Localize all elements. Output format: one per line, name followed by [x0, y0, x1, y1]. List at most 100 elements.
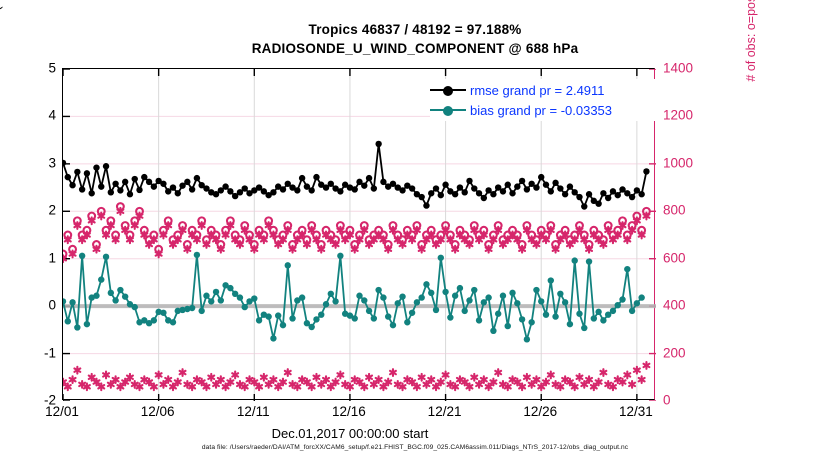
obs-marker-assimilated: [465, 240, 474, 249]
rmse-point: [169, 184, 177, 191]
bias-point: [198, 307, 205, 315]
bias-point: [64, 318, 71, 325]
obs-marker-assimilated: [216, 244, 225, 254]
obs-marker-assimilated: [465, 382, 474, 392]
obs-marker-assimilated: [427, 375, 436, 385]
bias-point: [461, 307, 468, 315]
legend-line-bias: [430, 106, 466, 116]
obs-marker-assimilated: [298, 230, 307, 240]
rmse-point: [184, 178, 191, 186]
bias-point: [451, 292, 459, 299]
obs-marker-assimilated: [235, 240, 244, 249]
obs-marker-assimilated: [226, 221, 235, 230]
rmse-point: [203, 185, 210, 192]
obs-marker-assimilated: [498, 240, 507, 249]
obs-marker-assimilated: [307, 382, 316, 392]
obs-marker-assimilated: [585, 244, 594, 254]
bias-point: [298, 294, 306, 301]
obs-marker-assimilated: [278, 377, 287, 387]
obs-marker-assimilated: [178, 368, 187, 377]
bias-point: [581, 324, 588, 332]
rmse-point: [117, 187, 124, 194]
plot-canvas: [63, 69, 656, 401]
obs-marker-assimilated: [216, 375, 225, 385]
obs-marker-assimilated: [422, 235, 431, 245]
y-tick-left-4: 4: [48, 107, 56, 123]
bias-point: [63, 298, 67, 305]
obs-marker-assimilated: [441, 370, 450, 380]
bias-line: [63, 254, 643, 341]
legend-item-bias[interactable]: bias grand pr = -0.03353: [430, 100, 612, 120]
obs-marker-assimilated: [97, 211, 106, 221]
bias-point: [418, 294, 425, 301]
obs-marker-assimilated: [326, 235, 335, 245]
rmse-point: [628, 193, 636, 201]
bias-point: [241, 303, 248, 311]
obs-marker-assimilated: [245, 235, 254, 245]
y-axis-label-left: rmse and bias (model - observation): [0, 0, 3, 122]
obs-marker-assimilated: [436, 235, 445, 245]
obs-marker-assimilated: [250, 377, 259, 387]
obs-marker-assimilated: [73, 365, 82, 375]
obs-marker-assimilated: [231, 370, 240, 380]
bias-point: [337, 252, 344, 260]
obs-marker-assimilated: [532, 240, 541, 249]
obs-marker-assimilated: [417, 244, 426, 254]
obs-marker-assimilated: [388, 225, 397, 235]
y-axis-ticks-right: 0 200 400 600 800 1000 1200 1400: [663, 0, 733, 470]
obs-marker-assimilated: [518, 244, 527, 254]
obs-marker-assimilated: [63, 382, 72, 392]
obs-marker-assimilated: [269, 375, 278, 385]
rmse-point: [318, 181, 325, 188]
legend-item-rmse[interactable]: rmse grand pr = 2.4911: [430, 80, 605, 100]
bias-point: [514, 300, 521, 307]
rmse-point: [504, 181, 511, 188]
obs-marker-assimilated: [183, 244, 192, 254]
bias-point: [117, 286, 124, 294]
obs-marker-assimilated: [188, 230, 197, 240]
x-axis-label: Dec.01,2017 00:00:00 start: [271, 426, 429, 441]
obs-marker-assimilated: [149, 235, 158, 245]
obs-marker-assimilated: [585, 375, 594, 385]
obs-marker-assimilated: [116, 382, 125, 392]
bias-point: [600, 317, 607, 324]
obs-marker-assimilated: [408, 235, 417, 245]
bias-point: [107, 289, 115, 297]
rmse-point: [614, 191, 621, 199]
obs-marker-assimilated: [207, 230, 216, 240]
obs-marker-assimilated: [537, 382, 546, 392]
x-tick-12-16: 12/16: [332, 404, 366, 419]
rmse-point: [399, 187, 406, 194]
obs-marker-assimilated: [398, 382, 407, 392]
obs-marker-assimilated: [255, 230, 264, 240]
rmse-point: [538, 173, 545, 181]
obs-marker-assimilated: [408, 377, 417, 387]
bias-point: [150, 317, 158, 324]
x-tick-12-31: 12/31: [618, 404, 653, 419]
rmse-point: [370, 185, 378, 192]
obs-marker-assimilated: [388, 368, 397, 377]
bias-point: [380, 294, 387, 301]
obs-marker-assimilated: [293, 235, 302, 245]
rmse-point: [404, 182, 411, 189]
obs-marker-assimilated: [283, 225, 292, 235]
obs-marker-assimilated: [264, 221, 273, 230]
rmse-point: [179, 182, 186, 189]
bias-point: [93, 292, 100, 299]
obs-marker-assimilated: [87, 216, 96, 226]
rmse-point: [136, 186, 143, 194]
rmse-point: [542, 181, 550, 188]
obs-marker-assimilated: [623, 370, 632, 380]
y-tick-left-5: 5: [48, 60, 56, 76]
bias-point: [571, 257, 578, 264]
bias-point: [179, 306, 186, 314]
obs-marker-assimilated: [608, 235, 617, 245]
bias-point: [614, 301, 621, 309]
bias-point: [509, 289, 516, 297]
obs-marker-assimilated: [441, 225, 450, 235]
bias-point: [361, 297, 368, 304]
bias-point: [212, 288, 220, 296]
bias-point: [389, 321, 397, 329]
obs-marker-assimilated: [470, 225, 479, 235]
obs-marker-assimilated: [188, 382, 197, 392]
